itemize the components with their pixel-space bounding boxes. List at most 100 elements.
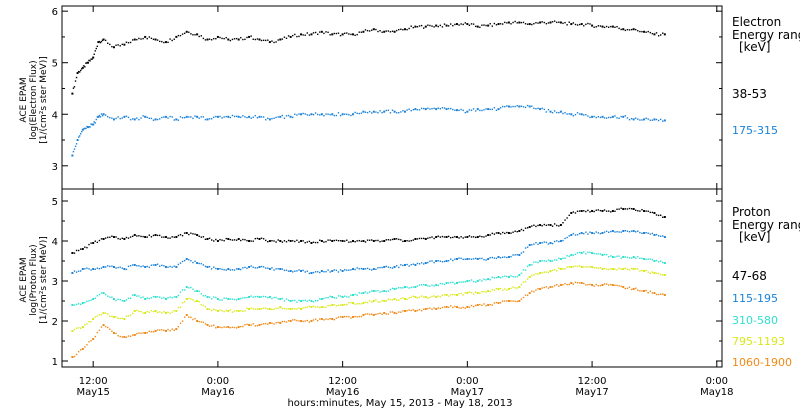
proton-point-filler [410,264,412,266]
proton-point-filler [389,239,392,241]
proton-point-filler [198,320,200,323]
proton-point-filler [323,297,325,300]
proton-point [248,308,251,310]
proton-point-filler [252,323,254,325]
electron-point-filler [339,114,342,117]
proton-point-filler [443,306,446,308]
electron-point-filler [423,107,425,110]
proton-point [622,256,625,258]
electron-point-filler [136,38,138,41]
proton-point [528,244,531,246]
proton-point-filler [246,267,248,269]
proton-point-filler [298,241,300,243]
proton-point-filler [188,233,190,236]
proton-point-filler [358,292,360,294]
electron-point-filler [433,107,435,110]
proton-point-filler [256,267,259,269]
proton-point [643,232,646,234]
electron-point-filler [385,30,387,32]
proton-point-filler [458,281,460,283]
proton-point-filler [493,289,496,291]
electron-point-filler [605,25,608,28]
proton-point-filler [385,290,387,293]
proton-point-filler [371,301,373,303]
proton-point-filler [90,242,92,244]
electron-point-filler [499,23,502,25]
electron-point-filler [198,35,200,38]
proton-point-filler [244,323,246,326]
electron-point-filler [398,111,400,114]
proton-point-filler [566,255,568,257]
proton-point-filler [447,235,450,238]
proton-point-filler [585,210,587,213]
proton-point [331,304,334,306]
proton-point-filler [146,297,148,299]
proton-point-filler [148,234,151,236]
proton-point-filler [562,257,564,259]
proton-point-filler [447,260,450,262]
proton-point-filler [437,284,439,287]
proton-point-filler [167,297,169,299]
proton-point [310,272,313,274]
electron-point [476,25,479,28]
electron-point-filler [468,24,471,26]
proton-point-filler [381,313,383,315]
electron-point [331,33,334,36]
proton-point-filler [510,300,512,302]
proton-point-filler [605,283,608,285]
proton-point-filler [225,269,227,271]
electron-point-filler [233,38,236,40]
proton-point-filler [213,266,215,268]
proton-point-filler [80,270,82,272]
proton-point-filler [179,291,182,293]
electron-point-filler [260,39,263,42]
proton-point-filler [210,268,213,270]
electron-point-filler [595,26,597,28]
proton-point-filler [499,257,502,259]
proton-point-filler [177,234,180,237]
proton-point-filler [657,261,660,263]
electron-point-filler [514,105,516,108]
electron-point-filler [229,39,232,42]
electron-point-filler [578,23,581,26]
proton-point-filler [129,236,132,238]
proton-point [237,298,240,300]
proton-point [455,282,458,284]
proton-point-filler [86,300,88,303]
proton-point [352,302,355,304]
electron-point-filler [81,68,83,70]
electron-point-filler [387,109,390,112]
proton-point-filler [161,236,163,238]
electron-point-filler [350,114,352,117]
proton-point-filler [302,269,304,272]
electron-point [591,115,594,118]
proton-point-filler [454,305,456,308]
proton-point-filler [96,295,99,297]
electron-point-filler [215,38,217,40]
electron-point-filler [72,87,75,89]
electron-point-filler [96,45,99,48]
proton-point-filler [587,266,589,268]
proton-point-filler [223,310,225,313]
proton-point [248,324,251,326]
proton-point [622,208,625,210]
electron-point-filler [210,39,213,41]
proton-point-filler [256,295,259,298]
electron-point [248,115,251,118]
proton-point-filler [462,258,464,261]
electron-point-filler [73,148,76,150]
proton-point-filler [107,295,109,297]
electron-point-filler [516,105,518,107]
proton-point-filler [637,230,639,232]
proton-point-filler [302,320,304,323]
proton-point-filler [537,273,539,275]
electron-point-filler [583,114,585,116]
proton-point-filler [657,293,660,296]
proton-point-filler [410,286,412,289]
proton-point-filler [556,259,558,261]
proton-point-filler [526,294,529,296]
proton-point [237,268,240,270]
electron-point-filler [464,111,466,114]
proton-point-filler [630,267,633,270]
proton-point-filler [335,305,338,307]
